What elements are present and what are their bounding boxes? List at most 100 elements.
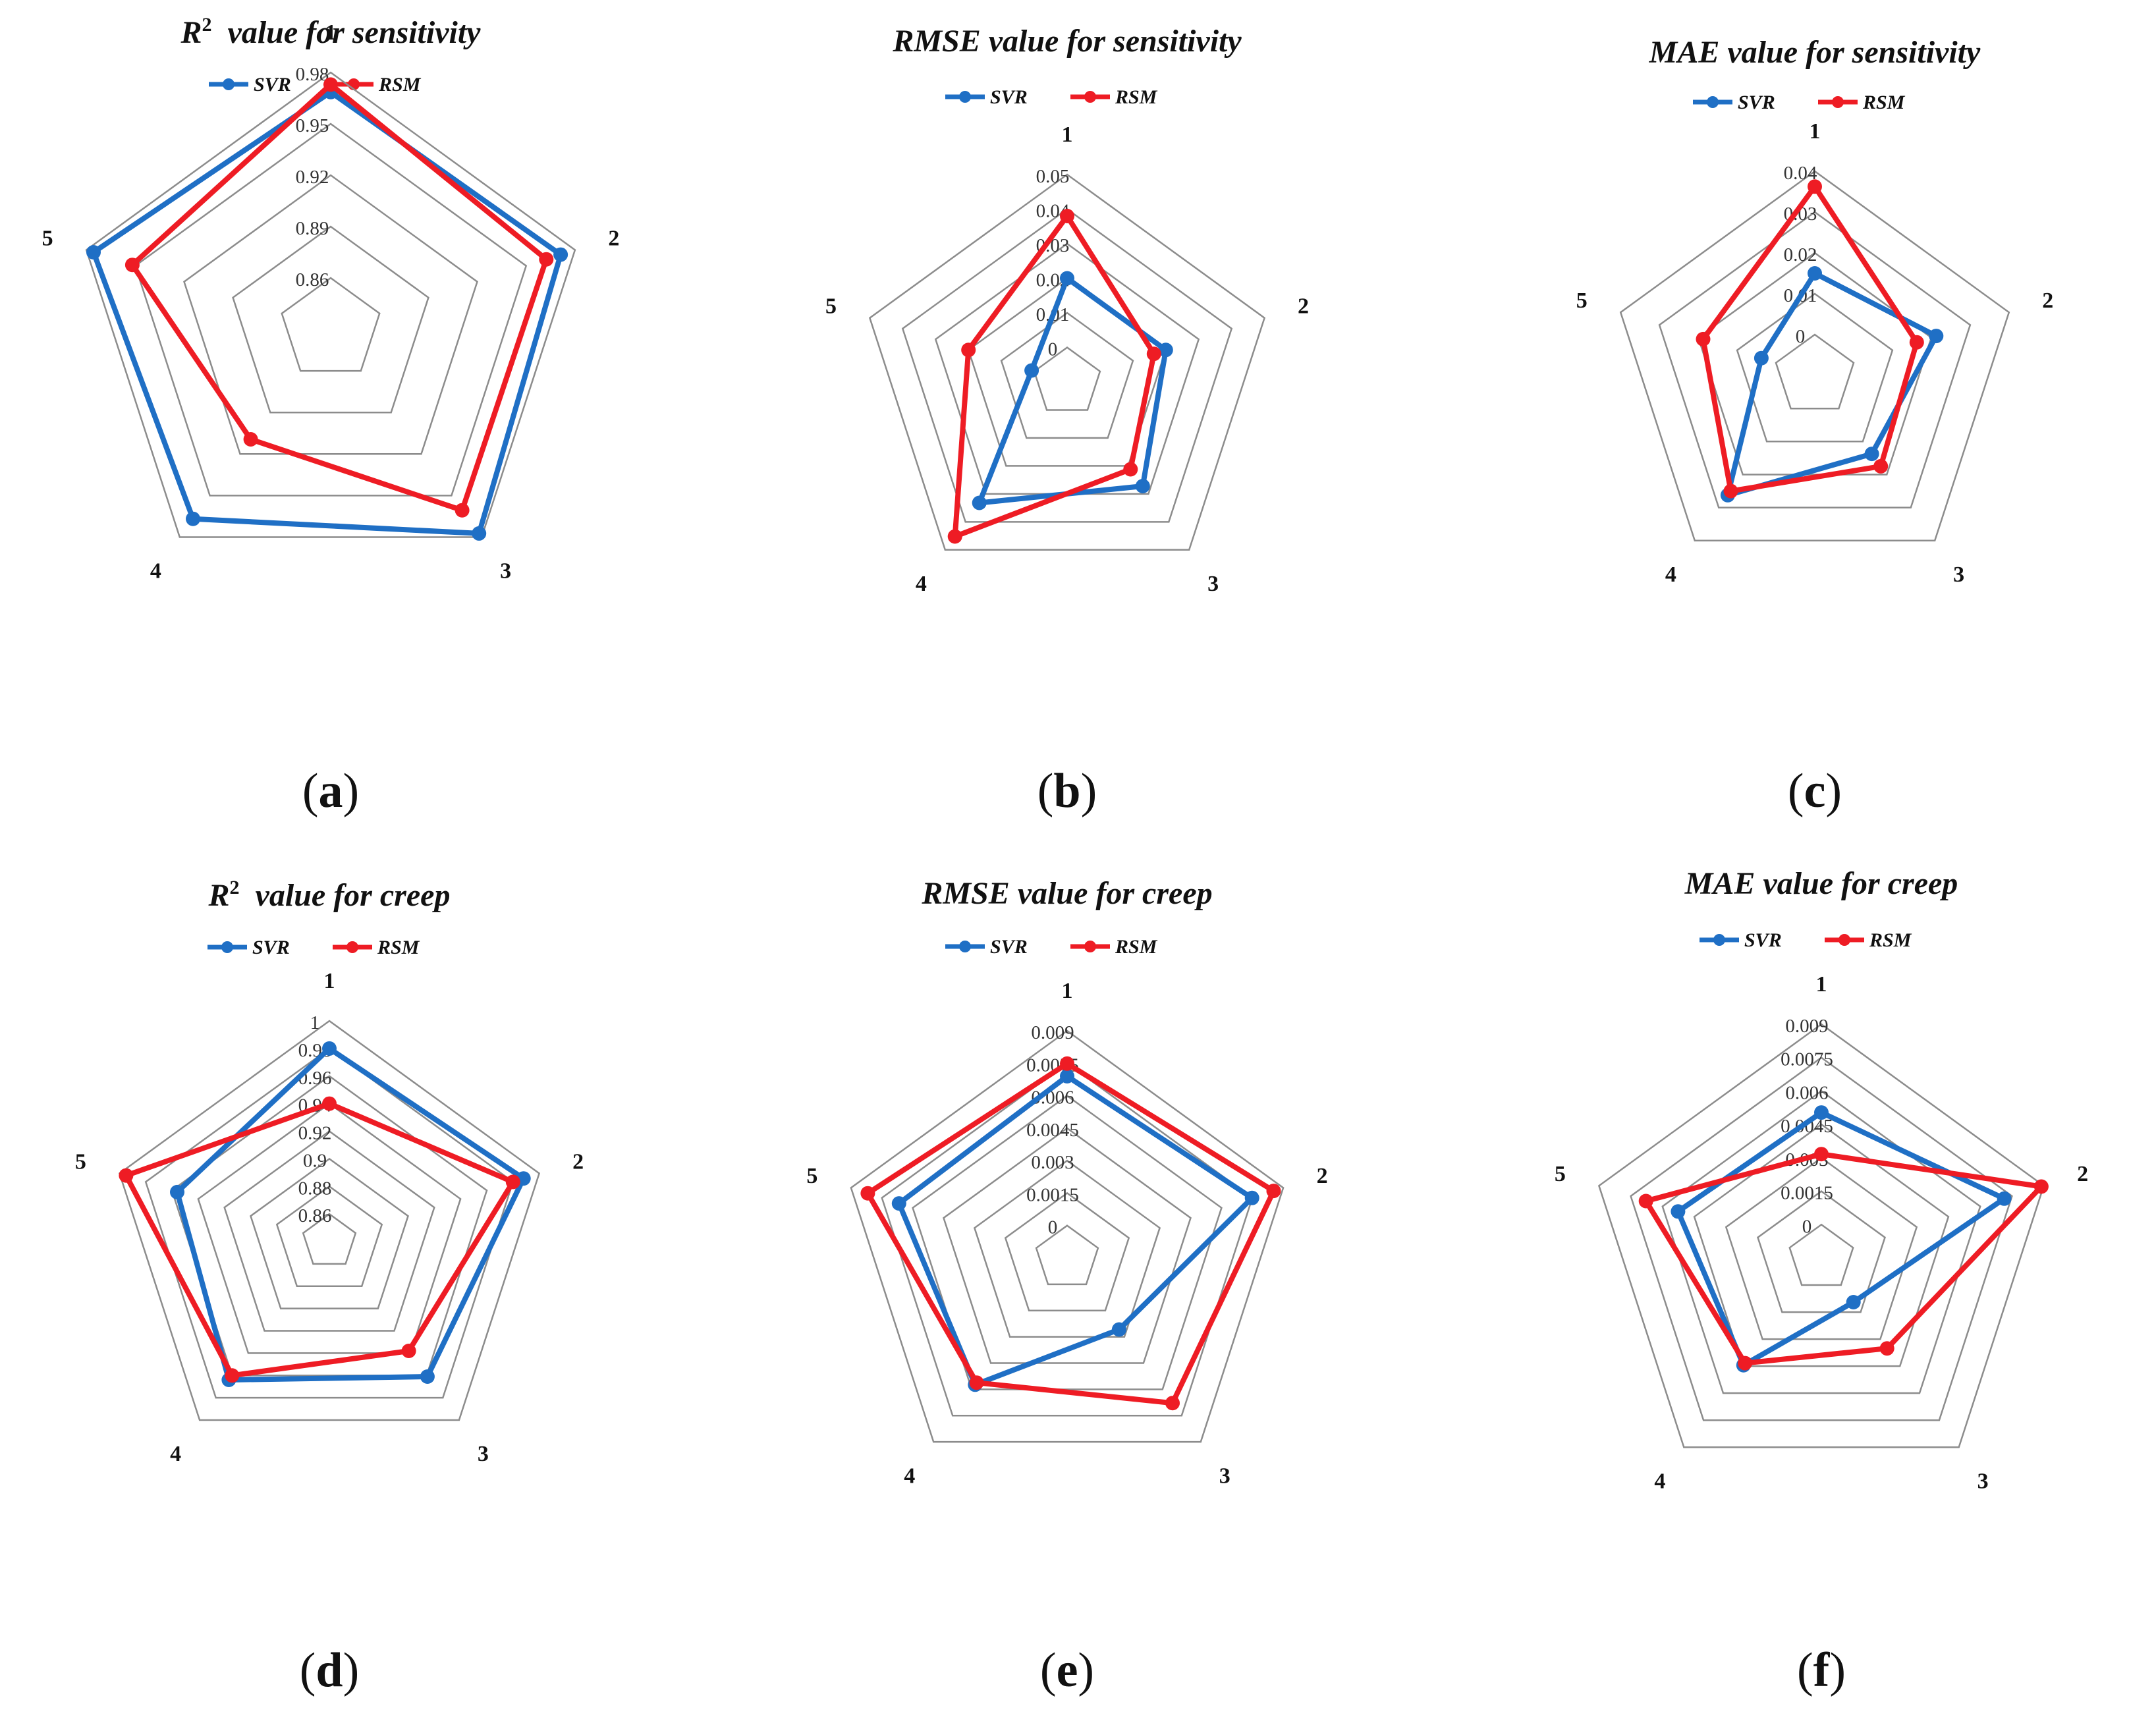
panel-label: (f) <box>1797 1643 1846 1697</box>
series-svr-point-3 <box>1864 447 1879 462</box>
grid-ring <box>1658 211 1972 508</box>
series-rsm-point-1 <box>1808 179 1822 194</box>
series-rsm-point-3 <box>401 1344 416 1358</box>
panel-letter: e <box>1057 1643 1078 1697</box>
grid-ring <box>281 277 381 372</box>
legend-label-rsm: RSM <box>1862 92 1906 113</box>
legend-label-svr: SVR <box>990 936 1028 958</box>
grid-ring <box>1736 292 1894 443</box>
series-svr-point-2 <box>1244 1190 1259 1205</box>
legend: SVR RSM <box>209 74 422 96</box>
series-rsm-line <box>865 1060 1277 1406</box>
series-rsm-point-3 <box>455 503 470 518</box>
series-svr-point-1 <box>1060 1069 1074 1083</box>
tick-label: 0 <box>1802 1216 1812 1237</box>
legend-label-rsm: RSM <box>1115 936 1158 958</box>
series-svr-point-5 <box>891 1196 906 1211</box>
legend-label-svr: SVR <box>252 937 290 958</box>
legend-label-rsm: RSM <box>1115 86 1158 108</box>
panel-paren-open: ( <box>302 764 319 818</box>
axis-label-1: 1 <box>325 20 337 45</box>
tick-label: 0.009 <box>1031 1022 1074 1043</box>
title-text: MAE value for creep <box>1684 866 1958 901</box>
series-svr-line <box>1725 271 1939 498</box>
title-superscript: 2 <box>230 877 240 898</box>
legend: SVR RSM <box>1693 92 1906 113</box>
panel-paren-close: ) <box>1078 1643 1094 1697</box>
grid-ring <box>1035 1224 1099 1286</box>
chart-title: RMSE value for sensitivity <box>892 24 1242 59</box>
legend-marker-svr <box>221 941 233 953</box>
grid-ring <box>1630 1056 2013 1421</box>
axis-label-5: 5 <box>1555 1162 1566 1186</box>
series-svr-point-3 <box>1135 479 1150 493</box>
grid-ring <box>1619 170 2010 542</box>
series-rsm-point-4 <box>225 1368 240 1383</box>
chart-title: RMSE value for creep <box>921 876 1212 911</box>
axis-label-3: 3 <box>1953 562 1964 587</box>
series-svr-point-1 <box>322 1041 337 1056</box>
series-rsm-point-5 <box>119 1168 134 1183</box>
series-svr-line <box>896 1074 1255 1388</box>
series-svr-line <box>976 275 1169 506</box>
legend-marker-svr <box>1707 96 1719 108</box>
series-rsm-point-4 <box>947 529 962 544</box>
legend-marker-svr <box>1713 934 1725 946</box>
chart-title: R2 value for sensitivity <box>180 14 482 50</box>
title-superscript: 2 <box>202 14 212 36</box>
legend-marker-svr <box>223 78 235 90</box>
axis-label-5: 5 <box>806 1164 817 1188</box>
series-svr-point-1 <box>1060 271 1074 286</box>
series-rsm-point-1 <box>323 77 338 92</box>
series-svr-line <box>91 89 564 536</box>
series-rsm-point-2 <box>1909 335 1924 350</box>
panel-letter: b <box>1053 764 1080 818</box>
legend-label-svr: SVR <box>990 86 1028 108</box>
series-rsm-point-3 <box>1873 458 1889 474</box>
panel-label: (c) <box>1788 764 1842 818</box>
series-rsm-point-3 <box>1165 1396 1180 1411</box>
axis-label-2: 2 <box>1317 1164 1328 1188</box>
grid-ring <box>1000 312 1134 439</box>
grid-ring <box>302 1213 357 1265</box>
series-svr-point-3 <box>420 1369 435 1384</box>
series-rsm-point-2 <box>1146 346 1161 362</box>
axis-label-2: 2 <box>1298 294 1309 319</box>
tick-label: 0.05 <box>1036 166 1070 187</box>
series-rsm-line <box>1700 184 1920 494</box>
tick-label: 0.88 <box>298 1178 332 1199</box>
series-svr-point-2 <box>553 247 568 262</box>
grid-ring <box>183 174 478 455</box>
axis-label-4: 4 <box>1665 562 1676 587</box>
axis-label-2: 2 <box>572 1149 584 1174</box>
panel-paren-close: ) <box>1825 764 1842 818</box>
series-svr-point-1 <box>1808 266 1822 281</box>
grid-ring <box>250 1157 409 1309</box>
series-svr-point-5 <box>1671 1204 1686 1219</box>
title-text: value for creep <box>240 878 451 913</box>
series-rsm-point-1 <box>322 1096 337 1111</box>
axis-label-3: 3 <box>1207 572 1219 596</box>
tick-label: 0.95 <box>296 115 329 136</box>
panel-label: (b) <box>1037 764 1097 818</box>
tick-label: 0.92 <box>296 167 329 188</box>
grid-ring <box>232 225 429 414</box>
tick-label: 0.0015 <box>1781 1183 1833 1204</box>
chart-rmse-creep: RMSE value for creep SVR RSM 0 0.0015 0.003 0.… <box>806 876 1327 1697</box>
panel-paren-close: ) <box>343 1643 360 1697</box>
grid-ring <box>868 173 1266 551</box>
legend-label-svr: SVR <box>1744 929 1782 951</box>
legend-marker-rsm <box>1838 934 1850 946</box>
title-text: MAE value for sensitivity <box>1649 35 1981 70</box>
series-svr-point-3 <box>472 526 487 541</box>
series-rsm-point-4 <box>1723 483 1738 499</box>
legend-label-svr: SVR <box>254 74 291 96</box>
grid-ring <box>1757 1190 1886 1313</box>
series-rsm-point-3 <box>1123 462 1138 477</box>
axis-label-1: 1 <box>1062 123 1073 147</box>
axis-label-5: 5 <box>42 226 53 250</box>
series-rsm-line <box>1643 1151 2044 1366</box>
grid-ring <box>1597 1023 2045 1448</box>
